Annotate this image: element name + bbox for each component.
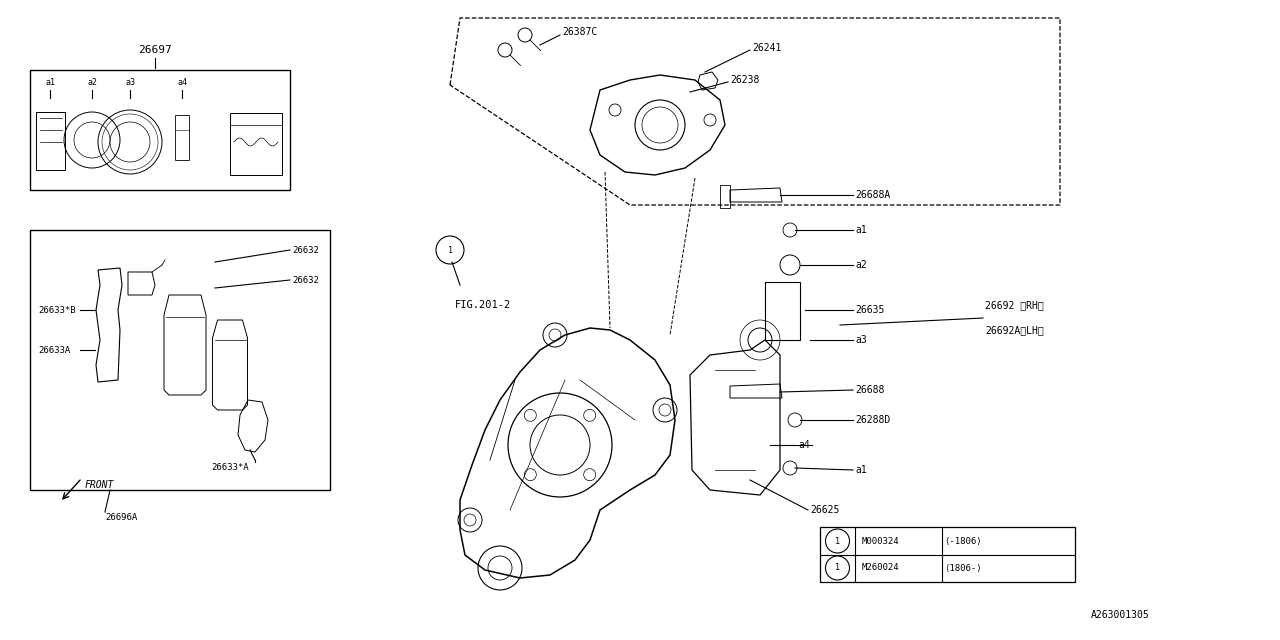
- Text: FRONT: FRONT: [84, 480, 114, 490]
- Bar: [230, 113, 282, 175]
- Text: 26241: 26241: [753, 43, 781, 53]
- Text: 26696A: 26696A: [105, 513, 137, 522]
- Bar: [765, 282, 800, 340]
- Text: 26688: 26688: [855, 385, 884, 395]
- Text: a4: a4: [177, 78, 187, 87]
- Text: 26697: 26697: [138, 45, 172, 55]
- Text: M000324: M000324: [861, 536, 900, 545]
- Text: 26692 〈RH〉: 26692 〈RH〉: [986, 300, 1043, 310]
- Bar: [29, 70, 291, 190]
- Text: 26632: 26632: [292, 246, 319, 255]
- Text: 26688A: 26688A: [855, 190, 891, 200]
- Text: 1: 1: [448, 246, 453, 255]
- Text: a3: a3: [855, 335, 867, 345]
- Text: 26387C: 26387C: [562, 27, 598, 37]
- Text: ⟨1806-⟩: ⟨1806-⟩: [945, 563, 982, 573]
- Text: a2: a2: [87, 78, 97, 87]
- Bar: [29, 230, 330, 490]
- Text: M260024: M260024: [861, 563, 900, 573]
- Text: 26632: 26632: [292, 275, 319, 285]
- Text: 26238: 26238: [730, 75, 759, 85]
- Text: A263001305: A263001305: [1092, 610, 1149, 620]
- Text: 26288D: 26288D: [855, 415, 891, 425]
- Text: 1: 1: [835, 563, 840, 573]
- Text: a3: a3: [125, 78, 134, 87]
- Text: FIG.201-2: FIG.201-2: [454, 300, 511, 310]
- Text: ⟨-1806⟩: ⟨-1806⟩: [945, 536, 982, 545]
- Text: 26633A: 26633A: [38, 346, 70, 355]
- Text: a1: a1: [855, 225, 867, 235]
- Text: 1: 1: [835, 536, 840, 545]
- Text: a2: a2: [855, 260, 867, 270]
- Text: 26633*A: 26633*A: [211, 463, 248, 472]
- Text: a1: a1: [855, 465, 867, 475]
- Text: a4: a4: [799, 440, 810, 450]
- Bar: [820, 527, 1075, 582]
- Text: a1: a1: [45, 78, 55, 87]
- Text: 26692A〈LH〉: 26692A〈LH〉: [986, 325, 1043, 335]
- Text: 26635: 26635: [855, 305, 884, 315]
- Text: 26625: 26625: [810, 505, 840, 515]
- Text: 26633*B: 26633*B: [38, 305, 76, 314]
